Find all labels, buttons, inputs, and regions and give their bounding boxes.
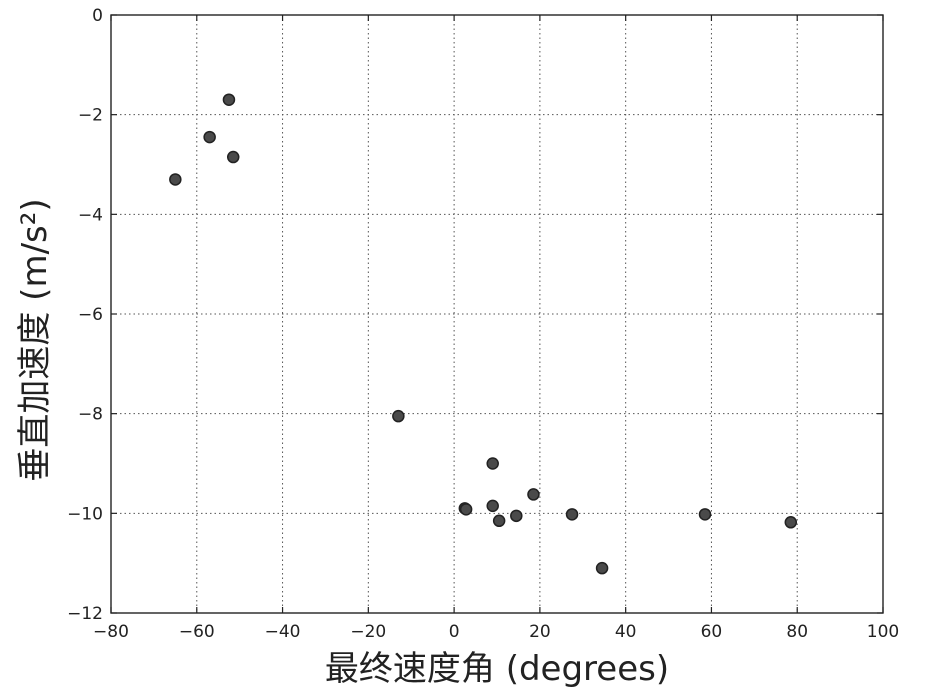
data-point <box>222 93 236 106</box>
data-point <box>203 130 216 144</box>
x-axis-title: 最终速度角 (degrees) <box>325 649 669 689</box>
axis-ticks <box>110 14 884 614</box>
x-tick-label: 80 <box>786 622 808 642</box>
y-tick-label: −8 <box>78 405 103 425</box>
data-point <box>486 457 499 470</box>
x-tick-label: 0 <box>449 622 460 642</box>
data-point <box>226 150 240 164</box>
x-tick-label: 60 <box>701 622 723 642</box>
y-axis-title: 垂直加速度 (m/s²) <box>15 198 55 481</box>
data-point <box>565 508 579 521</box>
y-tick-label: −12 <box>67 604 103 624</box>
data-point <box>459 503 473 516</box>
y-tick-labels: 0 −2 −4 −6 −8 −10 −12 <box>67 6 103 624</box>
data-point <box>595 561 609 575</box>
y-tick-label: −6 <box>78 305 103 325</box>
data-point <box>492 514 506 528</box>
data-point <box>510 509 523 523</box>
data-point <box>698 508 712 521</box>
data-point <box>169 173 182 186</box>
data-points <box>169 93 798 575</box>
y-tick-label: −2 <box>78 106 103 126</box>
grid-lines <box>111 15 883 613</box>
x-tick-label: 40 <box>615 622 637 642</box>
y-tick-label: 0 <box>92 6 103 26</box>
y-tick-label: −4 <box>78 205 103 225</box>
x-tick-label: 100 <box>867 622 899 642</box>
x-tick-label: −80 <box>93 622 129 642</box>
x-tick-label: −60 <box>179 622 215 642</box>
x-tick-labels: −80 −60 −40 −20 0 20 40 60 80 100 <box>93 622 899 642</box>
data-point <box>392 409 405 423</box>
x-tick-label: 20 <box>529 622 551 642</box>
y-tick-label: −10 <box>67 504 103 524</box>
data-point <box>527 488 540 501</box>
data-point <box>486 499 499 513</box>
data-point <box>784 516 798 529</box>
x-tick-label: −40 <box>265 622 301 642</box>
x-tick-label: −20 <box>350 622 386 642</box>
